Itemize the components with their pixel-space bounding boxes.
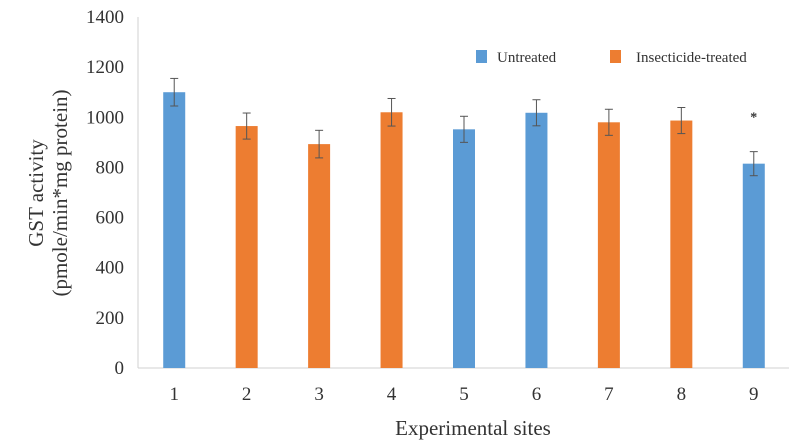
y-tick-label: 0 xyxy=(115,358,125,379)
y-tick-label: 1200 xyxy=(86,57,124,78)
x-tick-label: 1 xyxy=(169,384,179,405)
error-bar-site-3 xyxy=(315,129,324,159)
significance-marker: * xyxy=(750,111,757,126)
y-tick-label: 1400 xyxy=(86,7,124,28)
bar-site-2 xyxy=(235,126,258,368)
error-bar-site-1 xyxy=(170,77,179,107)
y-tick-labels: 0 200 400 600 800 1000 1200 1400 xyxy=(86,7,124,379)
bar-site-8 xyxy=(670,120,693,368)
legend-swatch-treated xyxy=(610,50,621,63)
x-tick-label: 3 xyxy=(314,384,324,405)
annotations: * xyxy=(750,111,757,126)
y-tick-label: 800 xyxy=(96,157,125,178)
error-bar-site-4 xyxy=(387,97,396,127)
y-axis-title-line1: GST activity xyxy=(24,139,48,247)
legend: Untreated Insecticide-treated xyxy=(476,50,747,66)
x-tick-label: 6 xyxy=(532,384,542,405)
y-tick-label: 400 xyxy=(96,258,125,279)
bar-site-6 xyxy=(525,112,548,368)
bar-site-7 xyxy=(597,122,620,368)
x-tick-label: 7 xyxy=(604,384,614,405)
error-bar-site-2 xyxy=(242,112,251,140)
y-tick-label: 200 xyxy=(96,308,125,329)
bar-site-4 xyxy=(380,112,403,369)
y-tick-label: 600 xyxy=(96,208,125,229)
y-tick-label: 1000 xyxy=(86,107,124,128)
y-axis-title-line2: (pmole/min*mg protein) xyxy=(48,89,72,296)
error-bar-site-6 xyxy=(532,99,541,127)
error-bars xyxy=(170,77,758,177)
error-bar-site-8 xyxy=(677,107,686,135)
error-bar-site-7 xyxy=(604,108,613,136)
legend-swatch-untreated xyxy=(476,50,487,63)
bar-site-3 xyxy=(308,144,331,368)
bars xyxy=(163,92,765,369)
legend-label-untreated: Untreated xyxy=(497,50,557,66)
y-axis-title: GST activity (pmole/min*mg protein) xyxy=(24,89,72,296)
x-tick-label: 8 xyxy=(677,384,687,405)
x-axis-title: Experimental sites xyxy=(395,416,551,440)
bar-site-9 xyxy=(742,163,765,368)
error-bar-site-5 xyxy=(460,115,468,143)
error-bar-site-9 xyxy=(749,151,758,177)
x-tick-label: 2 xyxy=(242,384,252,405)
bar-site-1 xyxy=(163,92,186,368)
x-tick-label: 4 xyxy=(387,384,397,405)
x-tick-label: 5 xyxy=(459,384,469,405)
legend-label-treated: Insecticide-treated xyxy=(636,50,747,66)
bar-site-5 xyxy=(453,129,475,368)
x-tick-labels: 1 2 3 4 5 6 7 8 9 xyxy=(169,384,758,405)
x-tick-label: 9 xyxy=(749,384,759,405)
